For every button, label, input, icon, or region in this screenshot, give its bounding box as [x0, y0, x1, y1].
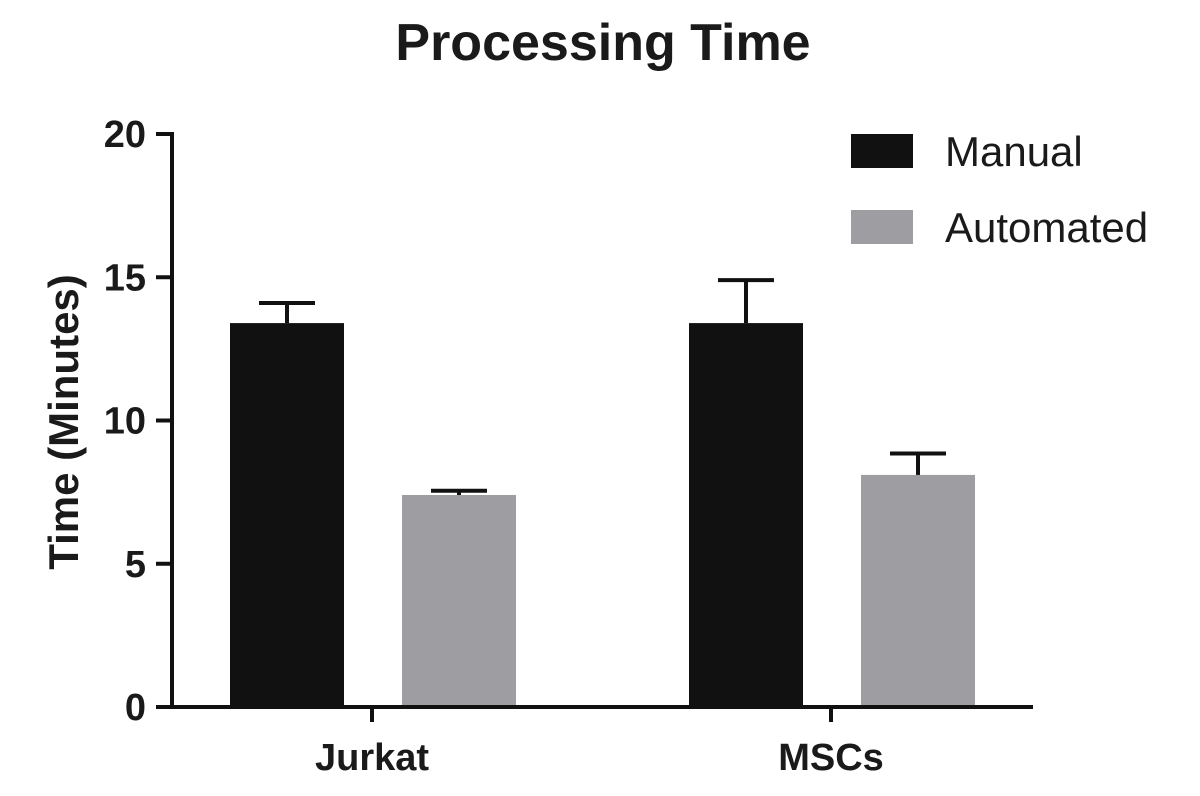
y-tick-label: 0	[125, 687, 146, 729]
bar-automated-mscs	[861, 474, 975, 707]
chart-title: Processing Time	[395, 14, 810, 72]
bar-manual-mscs	[689, 323, 803, 707]
x-axis-ticks: Jurkat MSCs	[315, 707, 884, 779]
bar-manual-jurkat	[230, 323, 344, 707]
legend-label-manual: Manual	[945, 128, 1083, 175]
x-category-label: Jurkat	[315, 737, 429, 779]
y-axis-ticks: 0 5 10 15 20	[104, 114, 172, 729]
y-tick-label: 20	[104, 114, 146, 156]
y-axis-label: Time (Minutes)	[40, 274, 87, 570]
y-tick-label: 10	[104, 401, 146, 443]
legend: Manual Automated	[851, 128, 1148, 251]
legend-swatch-automated	[851, 210, 913, 244]
legend-label-automated: Automated	[945, 204, 1148, 251]
y-tick-label: 5	[125, 544, 146, 586]
legend-swatch-manual	[851, 134, 913, 168]
error-bars	[259, 278, 946, 495]
y-tick-label: 15	[104, 257, 146, 299]
x-category-label: MSCs	[778, 737, 884, 779]
bar-automated-jurkat	[402, 494, 516, 707]
bars	[230, 323, 975, 707]
